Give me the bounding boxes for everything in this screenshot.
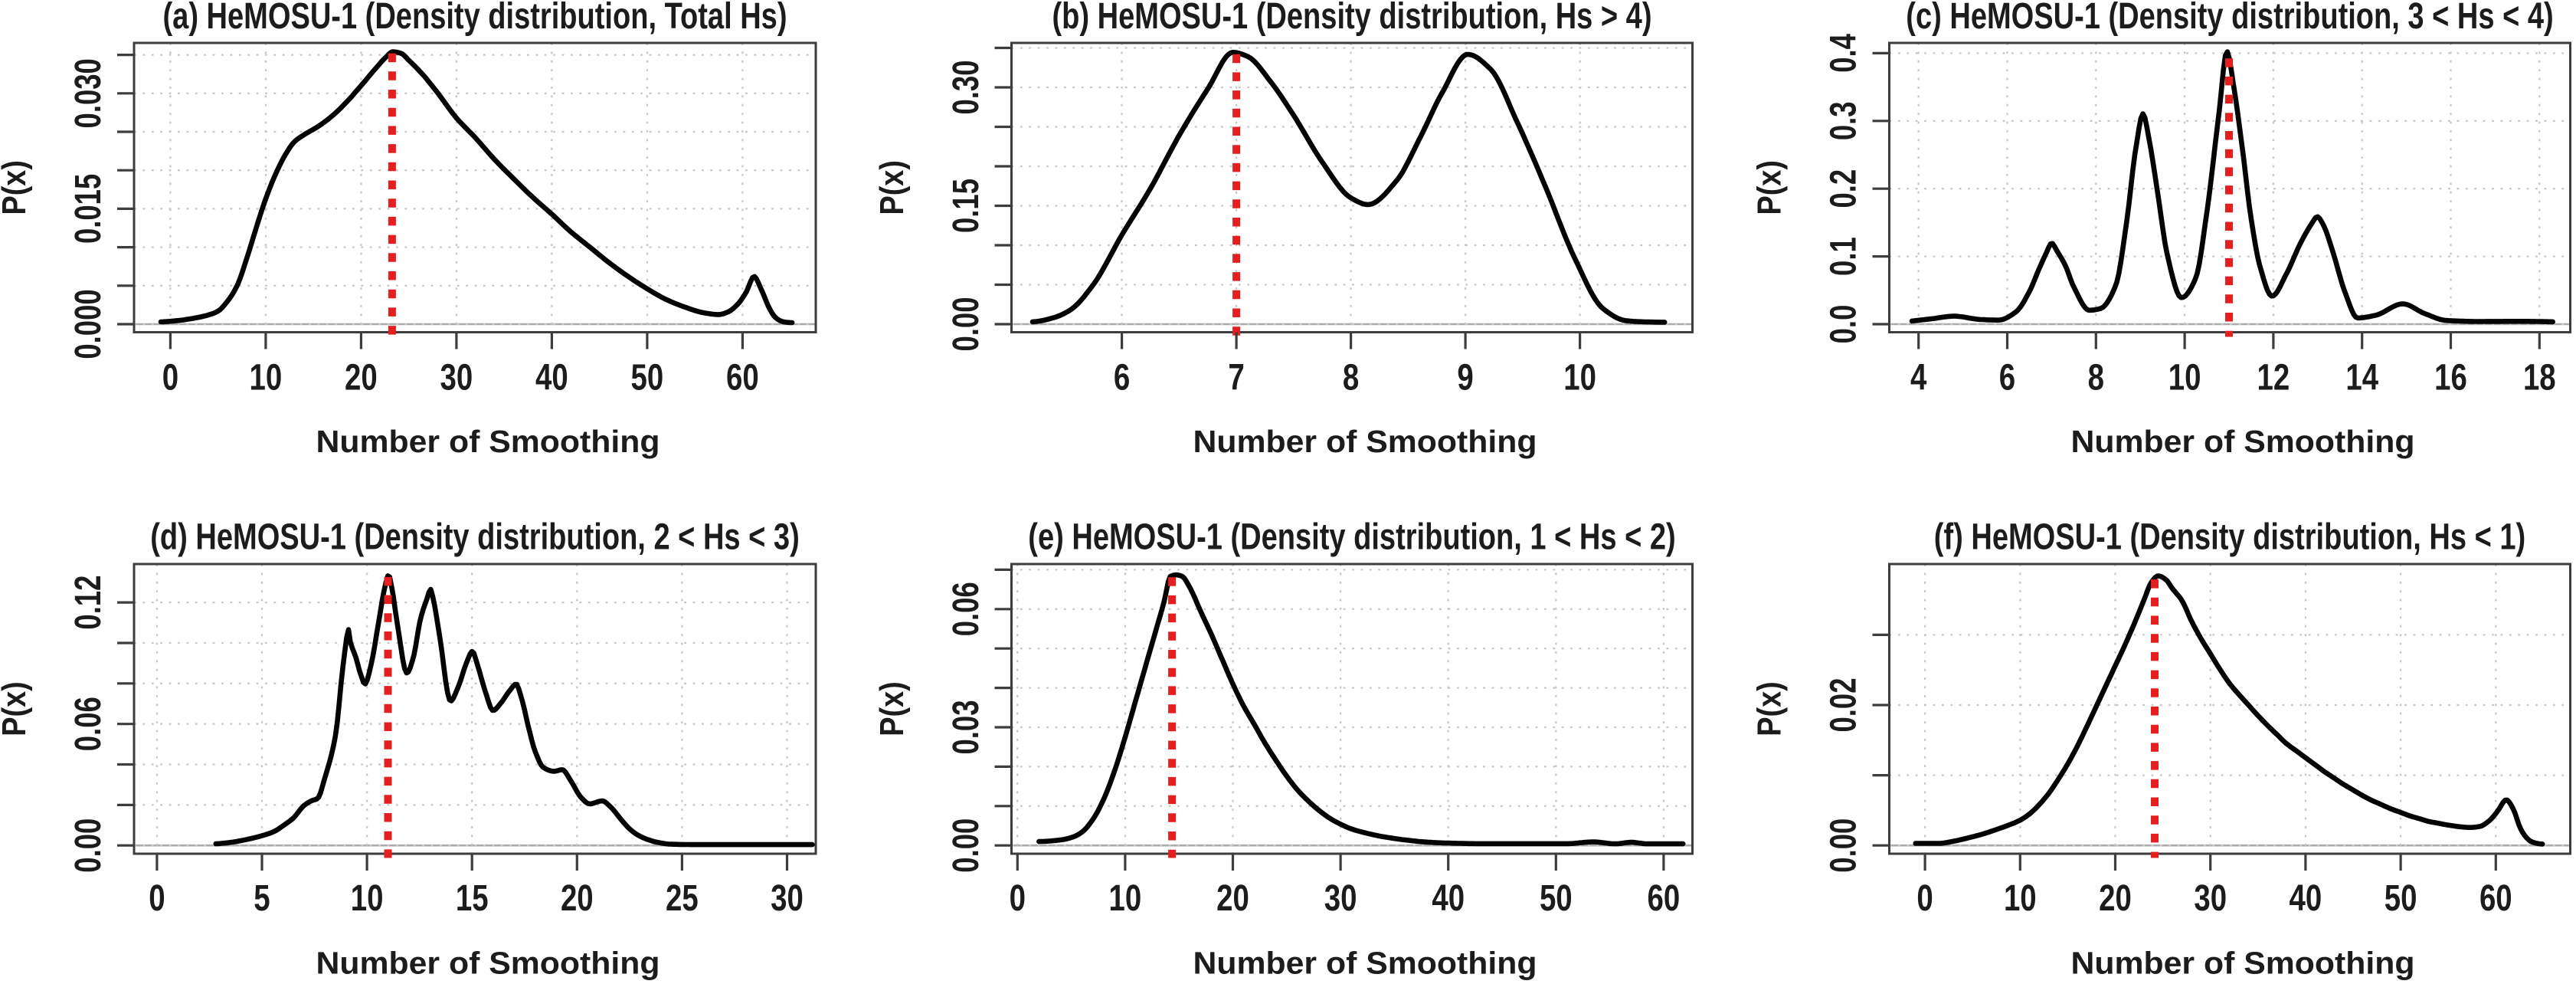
svg-text:P(x): P(x) — [873, 681, 911, 736]
svg-text:0.00: 0.00 — [1824, 818, 1864, 873]
svg-text:0.02: 0.02 — [1824, 678, 1864, 733]
svg-text:0.0: 0.0 — [1824, 305, 1864, 344]
svg-text:40: 40 — [535, 358, 568, 399]
svg-text:60: 60 — [726, 358, 759, 399]
svg-text:40: 40 — [1432, 878, 1465, 919]
svg-text:Number of Smoothing: Number of Smoothing — [2071, 424, 2415, 459]
svg-text:P(x): P(x) — [0, 681, 33, 736]
svg-text:0: 0 — [1916, 878, 1933, 919]
svg-text:20: 20 — [1216, 878, 1249, 919]
svg-text:0.030: 0.030 — [68, 58, 109, 128]
svg-text:9: 9 — [1457, 358, 1473, 399]
svg-text:7: 7 — [1228, 358, 1244, 399]
svg-text:(c) HeMOSU-1 (Density distribu: (c) HeMOSU-1 (Density distribution, 3 < … — [1906, 0, 2553, 37]
svg-text:18: 18 — [2523, 358, 2556, 399]
svg-text:0.2: 0.2 — [1824, 169, 1864, 208]
svg-text:4: 4 — [1910, 358, 1927, 399]
svg-text:0.4: 0.4 — [1824, 34, 1864, 73]
svg-text:10: 10 — [1563, 358, 1596, 399]
svg-text:12: 12 — [2257, 358, 2290, 399]
svg-text:60: 60 — [1648, 878, 1681, 919]
svg-text:(e) HeMOSU-1 (Density distribu: (e) HeMOSU-1 (Density distribution, 1 < … — [1028, 517, 1675, 558]
svg-text:10: 10 — [2168, 358, 2201, 399]
svg-text:Number of Smoothing: Number of Smoothing — [1193, 946, 1537, 981]
svg-text:Number of Smoothing: Number of Smoothing — [316, 946, 660, 981]
svg-text:0.03: 0.03 — [946, 700, 987, 755]
svg-text:8: 8 — [2088, 358, 2104, 399]
svg-text:P(x): P(x) — [1751, 681, 1789, 736]
svg-text:30: 30 — [2194, 878, 2227, 919]
svg-text:30: 30 — [1324, 878, 1357, 919]
svg-text:P(x): P(x) — [873, 160, 911, 215]
svg-text:6: 6 — [1999, 358, 2015, 399]
svg-text:Number of Smoothing: Number of Smoothing — [316, 424, 660, 459]
svg-text:0.06: 0.06 — [946, 582, 987, 636]
svg-text:10: 10 — [2004, 878, 2037, 919]
svg-text:50: 50 — [1540, 878, 1573, 919]
svg-text:P(x): P(x) — [0, 160, 33, 215]
svg-text:16: 16 — [2434, 358, 2467, 399]
svg-text:10: 10 — [250, 358, 283, 399]
svg-text:0.00: 0.00 — [946, 297, 987, 352]
svg-text:60: 60 — [2479, 878, 2512, 919]
svg-text:0.12: 0.12 — [68, 576, 109, 630]
svg-text:0.30: 0.30 — [946, 61, 987, 115]
svg-text:P(x): P(x) — [1751, 160, 1789, 215]
svg-text:0: 0 — [1010, 878, 1026, 919]
svg-text:0: 0 — [149, 878, 165, 919]
svg-text:5: 5 — [254, 878, 270, 919]
svg-text:20: 20 — [345, 358, 378, 399]
svg-text:0.00: 0.00 — [68, 818, 109, 873]
svg-text:40: 40 — [2290, 878, 2322, 919]
svg-text:20: 20 — [561, 878, 594, 919]
svg-text:30: 30 — [440, 358, 473, 399]
svg-text:Number of Smoothing: Number of Smoothing — [2071, 946, 2415, 981]
svg-text:50: 50 — [631, 358, 664, 399]
svg-text:0.3: 0.3 — [1824, 101, 1864, 140]
svg-text:6: 6 — [1114, 358, 1130, 399]
svg-text:14: 14 — [2345, 358, 2378, 399]
svg-text:20: 20 — [2099, 878, 2132, 919]
svg-text:Number of Smoothing: Number of Smoothing — [1193, 424, 1537, 459]
svg-text:15: 15 — [456, 878, 489, 919]
svg-text:0.00: 0.00 — [946, 818, 987, 873]
svg-text:0: 0 — [162, 358, 178, 399]
svg-text:(f) HeMOSU-1 (Density distribu: (f) HeMOSU-1 (Density distribution, Hs <… — [1934, 517, 2525, 558]
svg-text:(b) HeMOSU-1 (Density distribu: (b) HeMOSU-1 (Density distribution, Hs >… — [1052, 0, 1652, 37]
svg-text:0.15: 0.15 — [946, 179, 987, 233]
svg-text:0.06: 0.06 — [68, 697, 109, 751]
svg-text:8: 8 — [1343, 358, 1359, 399]
svg-text:50: 50 — [2385, 878, 2417, 919]
svg-text:30: 30 — [771, 878, 804, 919]
svg-text:0.1: 0.1 — [1824, 237, 1864, 276]
svg-text:(d) HeMOSU-1 (Density distribu: (d) HeMOSU-1 (Density distribution, 2 < … — [150, 517, 800, 558]
svg-text:10: 10 — [1109, 878, 1142, 919]
svg-text:(a) HeMOSU-1 (Density distribu: (a) HeMOSU-1 (Density distribution, Tota… — [163, 0, 787, 37]
svg-text:0.000: 0.000 — [68, 289, 109, 359]
svg-text:0.015: 0.015 — [68, 174, 109, 244]
svg-text:10: 10 — [351, 878, 384, 919]
svg-text:25: 25 — [666, 878, 699, 919]
